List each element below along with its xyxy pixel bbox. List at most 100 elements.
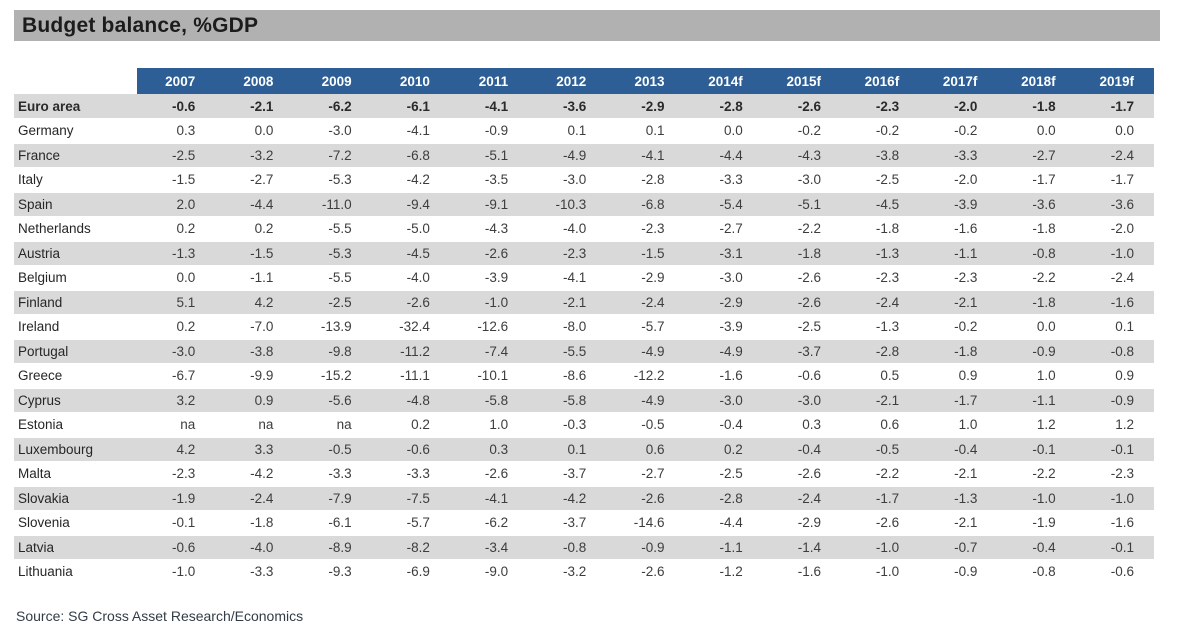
value-cell: -1.3 xyxy=(171,245,196,261)
country-label: Euro area xyxy=(18,98,81,114)
value-cell: -2.6 xyxy=(641,490,665,506)
value-cell: -2.7 xyxy=(250,172,274,188)
value-cell: -3.0 xyxy=(719,270,743,286)
value-cell: -0.2 xyxy=(875,123,900,139)
country-label: Italy xyxy=(18,172,43,188)
title-bar: Budget balance, %GDP xyxy=(14,10,1160,41)
value-cell: -2.2 xyxy=(797,221,821,237)
value-cell: -6.2 xyxy=(328,98,352,114)
value-cell: -4.4 xyxy=(719,147,743,163)
value-cell: -2.3 xyxy=(875,270,900,286)
value-cell: -1.1 xyxy=(954,245,978,261)
table-row: Luxembourg 4.2 3.3 -0.5 -0.6 0.3 0.1 0.6 0.2 -0.4… xyxy=(14,437,1154,462)
value-cell: -5.3 xyxy=(328,172,352,188)
value-cell: -1.9 xyxy=(1032,515,1056,531)
value-cell: -0.6 xyxy=(171,539,196,555)
table-row: Slovenia -0.1 -1.8 -6.1 -5.7 -6.2 -3.7 -14.6 -4.… xyxy=(14,510,1154,535)
value-cell: -7.5 xyxy=(406,490,430,506)
value-cell: 0.2 xyxy=(723,441,743,457)
value-cell: -2.5 xyxy=(797,319,821,335)
value-cell: -5.7 xyxy=(406,515,430,531)
value-cell: -4.1 xyxy=(563,270,587,286)
value-cell: -12.2 xyxy=(633,368,665,384)
value-cell: 1.0 xyxy=(489,417,509,433)
value-cell: -11.2 xyxy=(400,343,430,359)
value-cell: -0.7 xyxy=(954,539,978,555)
value-cell: -4.8 xyxy=(406,392,430,408)
value-cell: -4.1 xyxy=(484,98,509,114)
value-cell: -1.9 xyxy=(171,490,196,506)
country-label: Germany xyxy=(18,123,74,139)
value-cell: -12.6 xyxy=(477,319,509,335)
value-cell: -6.1 xyxy=(328,515,352,531)
value-cell: -1.8 xyxy=(875,221,900,237)
value-cell: -1.5 xyxy=(250,245,274,261)
value-cell: -3.9 xyxy=(954,196,978,212)
value-cell: -3.5 xyxy=(484,172,509,188)
value-cell: -2.6 xyxy=(797,270,821,286)
value-cell: -2.0 xyxy=(954,98,978,114)
value-cell: -4.1 xyxy=(406,123,430,139)
value-cell: -32.4 xyxy=(399,319,430,335)
value-cell: -9.4 xyxy=(406,196,430,212)
country-label: Finland xyxy=(18,294,63,310)
value-cell: -4.2 xyxy=(250,466,274,482)
table-body: Euro area -0.6 -2.1 -6.2 -6.1 -4.1 -3.6 -2.9 -2.… xyxy=(14,94,1154,584)
value-cell: -8.9 xyxy=(328,539,352,555)
year-column-header: 2008 xyxy=(215,68,294,94)
value-cell: 0.2 xyxy=(411,417,430,433)
source-note: Source: SG Cross Asset Research/Economic… xyxy=(16,608,304,624)
value-cell: -1.1 xyxy=(1032,392,1056,408)
value-cell: na xyxy=(258,417,274,433)
value-cell: 0.0 xyxy=(723,123,743,139)
value-cell: -0.5 xyxy=(875,441,900,457)
value-cell: -1.8 xyxy=(954,343,978,359)
year-column-header: 2014f xyxy=(684,68,763,94)
value-cell: -2.6 xyxy=(641,564,665,580)
year-column-header: 2011 xyxy=(449,68,529,94)
year-column-header: 2015f xyxy=(762,68,841,94)
value-cell: 0.3 xyxy=(802,417,821,433)
value-cell: -0.4 xyxy=(954,441,978,457)
value-cell: 0.0 xyxy=(1115,123,1134,139)
value-cell: -0.2 xyxy=(954,319,978,335)
value-cell: -5.4 xyxy=(719,196,743,212)
value-cell: -0.9 xyxy=(641,539,665,555)
country-label: Malta xyxy=(18,466,52,482)
value-cell: -4.0 xyxy=(250,539,274,555)
value-cell: -3.7 xyxy=(797,343,821,359)
value-cell: 0.9 xyxy=(958,368,978,384)
value-cell: -10.1 xyxy=(477,368,509,384)
value-cell: 4.2 xyxy=(176,441,196,457)
value-cell: -11.0 xyxy=(321,196,352,212)
value-cell: -7.9 xyxy=(328,490,352,506)
value-cell: -3.7 xyxy=(563,515,587,531)
value-cell: -1.7 xyxy=(1110,98,1134,114)
value-cell: -10.3 xyxy=(555,196,587,212)
value-cell: na xyxy=(180,417,196,433)
value-cell: -1.3 xyxy=(875,319,900,335)
value-cell: na xyxy=(336,417,352,433)
table-row: Finland 5.1 4.2 -2.5 -2.6 -1.0 -2.1 -2.4 -2.9 -2.… xyxy=(14,290,1154,315)
value-cell: -2.5 xyxy=(328,294,352,310)
table-row: Germany 0.3 0.0 -3.0 -4.1 -0.9 0.1 0.1 0.0 -0.2 -0… xyxy=(14,118,1154,143)
value-cell: -2.7 xyxy=(641,466,665,482)
value-cell: -2.3 xyxy=(563,245,587,261)
value-cell: -1.6 xyxy=(1110,294,1134,310)
country-label: Slovenia xyxy=(18,515,70,531)
country-label: Slovakia xyxy=(18,490,70,506)
value-cell: -2.6 xyxy=(797,466,821,482)
value-cell: -1.5 xyxy=(641,245,665,261)
value-cell: -1.0 xyxy=(1110,245,1134,261)
value-cell: -2.9 xyxy=(641,98,665,114)
value-cell: -6.2 xyxy=(484,515,509,531)
value-cell: -0.6 xyxy=(171,98,196,114)
value-cell: -5.3 xyxy=(328,245,352,261)
value-cell: 5.1 xyxy=(176,294,196,310)
value-cell: -2.0 xyxy=(954,172,978,188)
country-label: France xyxy=(18,147,61,163)
value-cell: -2.1 xyxy=(954,294,978,310)
table-row: Lithuania -1.0 -3.3 -9.3 -6.9 -9.0 -3.2 -2.6 -1.… xyxy=(14,559,1154,584)
country-label: Luxembourg xyxy=(18,441,94,457)
country-label: Belgium xyxy=(18,270,67,286)
